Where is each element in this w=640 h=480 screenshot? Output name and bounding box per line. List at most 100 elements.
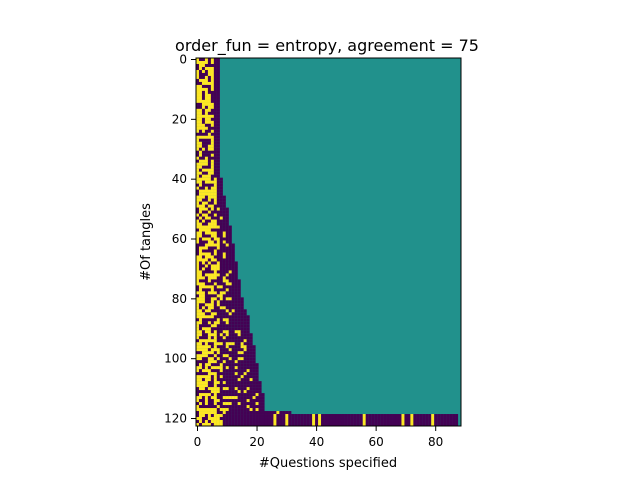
heatmap-cell <box>204 147 208 151</box>
heatmap-cell <box>225 303 229 307</box>
heatmap-cell <box>452 420 456 424</box>
heatmap-cell <box>225 276 229 280</box>
heatmap-cell <box>240 399 244 403</box>
heatmap-cell <box>228 318 232 322</box>
heatmap-cell <box>234 342 238 346</box>
heatmap-cell <box>219 300 223 304</box>
heatmap-cell <box>216 117 220 121</box>
heatmap-cell <box>368 423 372 427</box>
heatmap-cell <box>255 423 259 427</box>
heatmap-cell <box>204 90 208 94</box>
heatmap-cell <box>198 243 203 247</box>
heatmap-cell <box>198 300 203 304</box>
heatmap-cell <box>237 312 241 316</box>
heatmap-cell <box>196 138 200 142</box>
heatmap-cell <box>216 204 220 208</box>
heatmap-cell <box>204 342 208 346</box>
heatmap-cell <box>196 324 200 328</box>
heatmap-cell <box>219 360 223 364</box>
heatmap-cell <box>234 417 238 421</box>
heatmap-cell <box>207 147 211 151</box>
heatmap-cell <box>252 375 256 379</box>
heatmap-cell <box>204 255 208 259</box>
heatmap-cell <box>207 102 211 106</box>
heatmap-cell <box>231 321 235 325</box>
heatmap-cell <box>407 423 411 427</box>
heatmap-cell <box>389 414 393 418</box>
heatmap-cell <box>246 348 250 352</box>
heatmap-cell <box>288 420 292 424</box>
heatmap-cell <box>213 276 217 280</box>
heatmap-cell <box>231 255 235 259</box>
heatmap-cell <box>216 78 220 83</box>
heatmap-cell <box>329 414 334 418</box>
heatmap-cell <box>216 177 220 181</box>
heatmap-cell <box>219 318 223 322</box>
heatmap-cell <box>196 210 200 214</box>
heatmap-cell <box>216 330 220 334</box>
heatmap-cell <box>291 420 295 424</box>
heatmap-cell <box>201 390 206 394</box>
heatmap-cell <box>222 366 226 370</box>
heatmap-cell <box>219 207 223 211</box>
heatmap-cell <box>210 423 214 427</box>
heatmap-cell <box>201 198 206 202</box>
heatmap-cell <box>213 234 217 238</box>
heatmap-cell <box>213 264 217 268</box>
heatmap-cell <box>201 58 206 62</box>
heatmap-cell <box>213 198 217 202</box>
heatmap-cell <box>210 228 214 232</box>
heatmap-cell <box>255 390 259 394</box>
heatmap-cell <box>201 168 206 172</box>
heatmap-cell <box>216 255 220 259</box>
heatmap-cell <box>213 84 217 88</box>
heatmap-cell <box>219 192 223 196</box>
heatmap-cell <box>201 126 206 130</box>
heatmap-cell <box>398 414 402 418</box>
heatmap-cell <box>207 420 211 424</box>
heatmap-cell <box>196 168 200 172</box>
heatmap-cell <box>228 258 232 262</box>
heatmap-cell <box>207 390 211 394</box>
heatmap-cell <box>219 255 223 259</box>
heatmap-cell <box>386 423 390 427</box>
heatmap-cell <box>213 159 217 163</box>
heatmap-cell <box>249 387 253 391</box>
heatmap-cell <box>196 117 200 121</box>
heatmap-cell <box>213 102 217 106</box>
heatmap-cell <box>204 69 208 74</box>
heatmap-cell <box>425 420 429 424</box>
heatmap-cell <box>228 417 232 421</box>
heatmap-cell <box>225 405 229 409</box>
heatmap-cell <box>228 408 232 412</box>
heatmap-cell <box>207 219 211 223</box>
heatmap-cell <box>201 291 206 295</box>
heatmap-cell <box>201 297 206 301</box>
heatmap-cell <box>249 345 253 349</box>
heatmap-cell <box>207 372 211 376</box>
heatmap-cell <box>222 303 226 307</box>
heatmap-cell <box>196 375 200 379</box>
heatmap-cell <box>219 357 223 361</box>
heatmap-cell <box>216 84 220 88</box>
heatmap-cell <box>240 345 244 349</box>
heatmap-cell <box>443 423 447 427</box>
heatmap-cell <box>228 270 232 274</box>
heatmap-cell <box>216 336 220 340</box>
heatmap-cell <box>225 402 229 406</box>
heatmap-cell <box>219 228 223 232</box>
heatmap-cell <box>201 270 206 274</box>
heatmap-cell <box>204 285 208 289</box>
heatmap-cell <box>228 249 232 253</box>
heatmap-cell <box>204 276 208 280</box>
heatmap-cell <box>228 384 232 388</box>
heatmap-cell <box>222 195 226 199</box>
heatmap-cell <box>282 414 286 418</box>
heatmap-cell <box>216 180 220 184</box>
heatmap-cell <box>198 345 203 349</box>
heatmap-cell <box>207 138 211 142</box>
heatmap-cell <box>204 180 208 184</box>
heatmap-cell <box>222 378 226 382</box>
heatmap-cell <box>204 333 208 337</box>
